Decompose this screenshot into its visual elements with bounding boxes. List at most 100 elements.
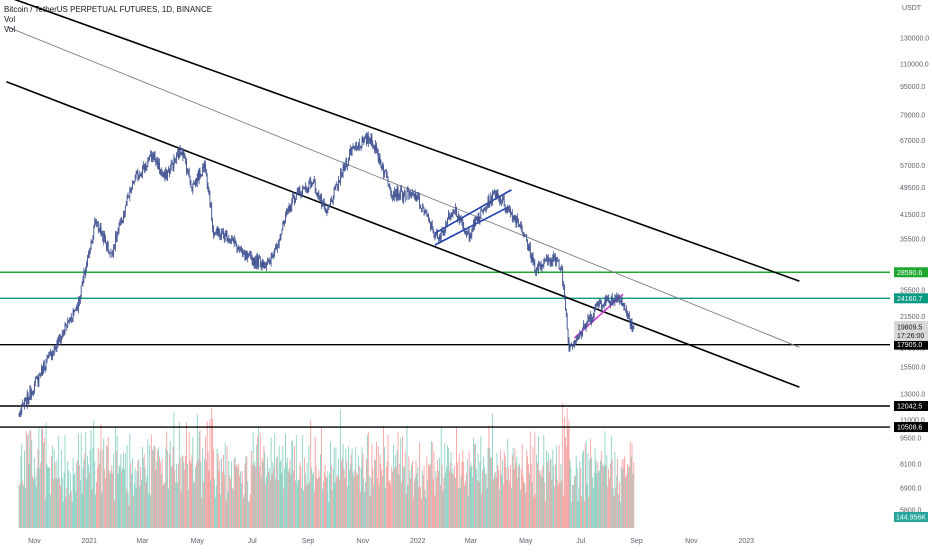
price-level-badge-label: 17905.0 (897, 342, 922, 349)
volume-bar (305, 484, 307, 528)
volume-bar (319, 476, 321, 528)
candle-body (284, 220, 285, 224)
volume-bar (602, 466, 604, 528)
volume-bar (536, 454, 538, 528)
volume-bar (515, 463, 517, 528)
volume-bar (484, 474, 486, 528)
volume-bar (446, 467, 448, 528)
volume-bar (471, 466, 473, 528)
candle-body (600, 301, 601, 304)
volume-bar (182, 455, 184, 528)
candle-body (263, 262, 265, 268)
candle-body (589, 314, 591, 319)
volume-bar (277, 480, 279, 528)
volume-bar (396, 450, 398, 528)
volume-bar (287, 471, 289, 528)
candle-body (168, 169, 169, 172)
candle-body (226, 233, 228, 241)
volume-bar (434, 495, 436, 528)
candle-body (526, 235, 528, 241)
candle-body (187, 169, 189, 171)
candle-body (587, 317, 589, 324)
candle-body (254, 259, 256, 265)
candle-body (217, 228, 219, 232)
candle-body (357, 146, 358, 149)
candle-body (260, 263, 262, 268)
candle-body (234, 241, 236, 244)
volume-bar (296, 484, 298, 528)
volume-bar (311, 467, 313, 528)
volume-bar (125, 489, 127, 528)
volume-bar (367, 431, 369, 528)
volume-bar (527, 456, 529, 528)
volume-bar (510, 465, 511, 528)
candle-body (360, 147, 362, 148)
volume-bar (265, 483, 267, 528)
candle-body (428, 214, 429, 219)
volume-bar (344, 478, 346, 528)
volume-bar (372, 468, 374, 528)
candle-body (323, 202, 325, 206)
candle-body (390, 189, 392, 192)
candle-body (34, 378, 36, 383)
candle-body (288, 206, 290, 211)
volume-bar (22, 481, 24, 528)
volume-bar (321, 427, 322, 528)
candle-body (207, 184, 209, 191)
candle-body (480, 209, 482, 218)
candle-body (440, 230, 442, 240)
volume-bar (393, 444, 394, 528)
candle-body (350, 148, 352, 154)
volume-bar (216, 448, 218, 528)
volume-bar (470, 462, 472, 528)
volume-bar (357, 474, 358, 528)
volume-bar (158, 447, 160, 528)
volume-bar (144, 467, 146, 528)
volume-bar (269, 479, 271, 528)
candle-body (490, 196, 492, 202)
volume-bar (239, 475, 241, 528)
x-axis-tick-label: Mar (136, 538, 149, 545)
volume-bar (295, 435, 297, 528)
volume-bar (95, 494, 97, 528)
candle-body (22, 403, 24, 406)
volume-bar (105, 478, 106, 528)
candle-body (102, 233, 104, 242)
candle-body (602, 305, 604, 307)
candle-body (485, 208, 487, 209)
candle-body (369, 139, 371, 141)
candle-body (405, 198, 407, 199)
volume-bar (557, 484, 559, 528)
candle-body (504, 206, 506, 209)
volume-bar (116, 435, 118, 528)
volume-bar (143, 454, 145, 528)
candle-body (156, 160, 158, 163)
volume-indicator-label-2[interactable]: Vol (4, 25, 16, 34)
volume-bar (404, 451, 406, 528)
volume-bar (160, 473, 162, 528)
volume-bar (233, 458, 235, 528)
candle-body (287, 209, 289, 211)
volume-bar (450, 452, 452, 528)
candle-body (201, 174, 203, 176)
candle-body (583, 324, 584, 329)
volume-indicator-label[interactable]: Vol (4, 15, 16, 24)
symbol-title: Bitcoin / TetherUS PERPETUAL FUTURES, 1D… (4, 5, 213, 14)
chart-legend: Bitcoin / TetherUS PERPETUAL FUTURES, 1D… (4, 5, 212, 35)
volume-bar (38, 426, 40, 528)
candle-body (208, 191, 210, 195)
volume-bar (42, 442, 44, 528)
candle-body (616, 295, 618, 299)
candle-body (48, 354, 50, 356)
candle-body (408, 190, 410, 196)
candle-body (582, 328, 583, 335)
candle-body (365, 136, 366, 138)
volume-bar (618, 494, 619, 528)
volume-bar (210, 480, 212, 528)
volume-bar (190, 463, 192, 528)
volume-bar (394, 454, 396, 528)
volume-bar (84, 452, 86, 528)
candle-body (57, 340, 59, 344)
